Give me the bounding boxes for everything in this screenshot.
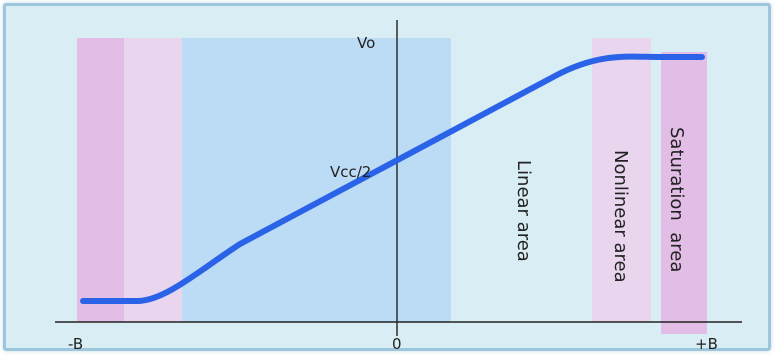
zero-label: 0 bbox=[392, 335, 402, 353]
nonlinear-band-left bbox=[124, 38, 182, 322]
saturation-band-left bbox=[77, 38, 124, 322]
saturation-band-right bbox=[661, 52, 707, 334]
transfer-curve bbox=[80, 53, 705, 304]
neg-b-label: -B bbox=[68, 335, 83, 353]
nonlinear-band-right bbox=[592, 38, 651, 322]
linear-area-label: Linear area bbox=[513, 160, 534, 262]
nonlinear-area-label: Nonlinear area bbox=[610, 150, 631, 283]
pos-b-label: +B bbox=[695, 335, 718, 353]
vcc-half-label: Vcc/2 bbox=[330, 163, 371, 181]
saturation-area-label: Saturation area bbox=[666, 127, 687, 272]
linear-band bbox=[182, 38, 451, 322]
vo-label: Vo bbox=[357, 34, 375, 52]
